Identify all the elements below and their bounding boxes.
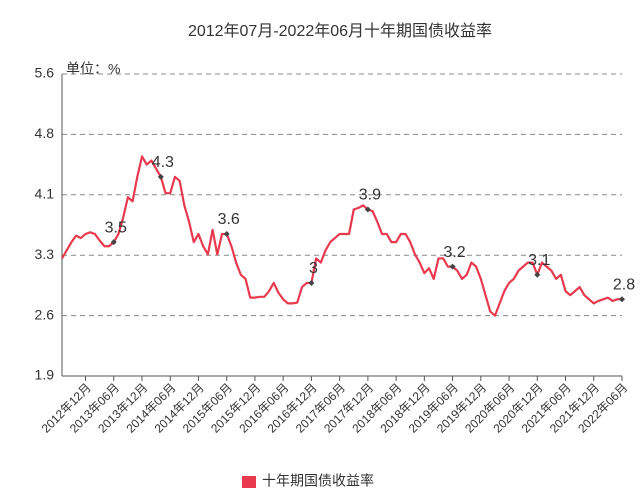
data-label: 3.6 xyxy=(218,211,240,228)
y-tick-label: 2.6 xyxy=(35,306,55,322)
unit-label: 单位：% xyxy=(66,61,120,77)
y-tick-label: 1.9 xyxy=(35,367,55,383)
chart-title: 2012年07月-2022年06月十年期国债收益率 xyxy=(188,22,492,40)
data-label: 3.9 xyxy=(359,187,381,204)
y-tick-label: 3.3 xyxy=(35,246,55,262)
y-tick-label: 4.8 xyxy=(35,125,55,141)
data-label: 2.8 xyxy=(613,276,635,293)
point-marker xyxy=(308,279,315,286)
y-tick-label: 4.1 xyxy=(35,186,55,202)
data-label: 4.3 xyxy=(152,154,174,171)
point-marker xyxy=(110,239,117,246)
data-label: 3 xyxy=(309,260,318,277)
legend-swatch xyxy=(242,476,256,488)
legend: 十年期国债收益率 xyxy=(242,473,374,489)
data-label: 3.2 xyxy=(443,244,465,261)
y-tick-label: 5.6 xyxy=(35,65,55,81)
point-marker xyxy=(157,173,164,180)
data-label: 3.5 xyxy=(105,219,127,236)
point-marker xyxy=(534,271,541,278)
series-line xyxy=(61,155,622,317)
data-label: 3.1 xyxy=(528,252,550,269)
point-marker xyxy=(449,263,456,270)
point-marker xyxy=(619,296,625,303)
point-marker xyxy=(364,206,371,213)
point-marker xyxy=(223,230,230,237)
legend-label: 十年期国债收益率 xyxy=(262,473,374,489)
